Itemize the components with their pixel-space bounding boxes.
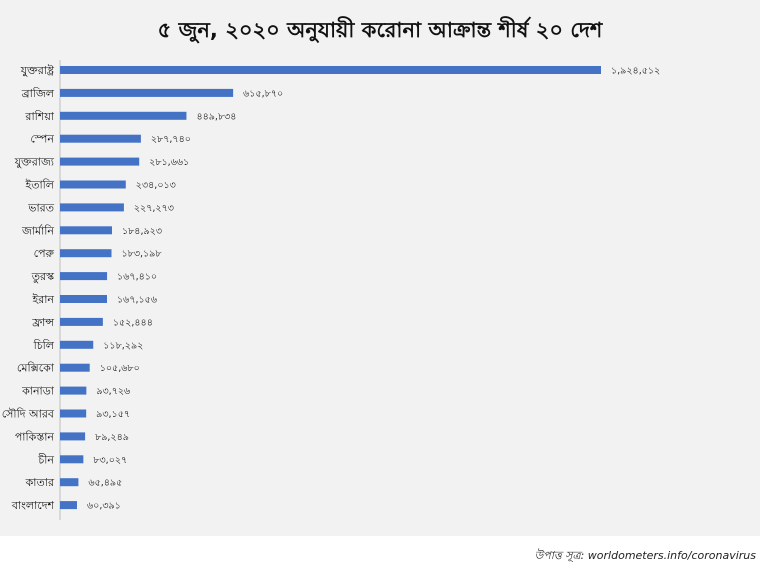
- data-label: ১৬৭,১৫৬: [117, 295, 158, 306]
- data-label: ২৮১,৬৬১: [149, 157, 189, 168]
- bar: [60, 157, 140, 166]
- bar-chart: যুক্তরাষ্ট্র ১,৯২৪,৫১২ ব্রাজিল ৬১৫,৮৭০ রাশিয…: [2, 60, 660, 520]
- category-label: স্পেন: [30, 133, 54, 146]
- bar: [60, 432, 86, 441]
- data-label: ১,৯২৪,৫১২: [611, 66, 660, 77]
- data-label: ১৮৪,৯২৩: [122, 226, 163, 237]
- category-label: রাশিয়া: [24, 110, 54, 123]
- data-label: ২২৭,২৭৩: [134, 203, 175, 214]
- bar: [60, 66, 601, 74]
- category-label: বাংলাদেশ: [11, 499, 55, 512]
- bar: [60, 295, 107, 303]
- category-label: তুরস্ক: [31, 270, 55, 283]
- bar: [60, 501, 77, 510]
- category-label: কাতার: [25, 476, 55, 489]
- chart-title: ৫ জুন, ২০২০ অনুযায়ী করোনা আক্রান্ত শীর্…: [157, 18, 603, 42]
- bar: [60, 134, 141, 143]
- category-label: মেক্সিকো: [17, 362, 55, 375]
- data-label: ১৬৭,৪১০: [117, 272, 157, 283]
- bar: [60, 249, 112, 258]
- data-label: ২৮৭,৭৪০: [151, 134, 191, 145]
- data-label: ১০৫,৬৮০: [100, 363, 140, 374]
- bar: [60, 455, 84, 464]
- category-label: ইরান: [31, 293, 54, 306]
- data-label: ১৮৩,১৯৮: [121, 249, 162, 260]
- category-label: চীন: [37, 453, 54, 466]
- category-label: কানাডা: [21, 385, 55, 398]
- data-label: ১১৮,২৯২: [103, 340, 143, 351]
- bar: [60, 111, 187, 120]
- data-label: ৯৩,১৫৭: [96, 409, 130, 420]
- category-label: জার্মানি: [21, 224, 54, 237]
- data-label: ১৫২,৪৪৪: [113, 317, 153, 328]
- bar: [60, 478, 79, 487]
- category-label: চিলি: [33, 339, 55, 352]
- data-label: ৮৯,২৪৯: [95, 432, 129, 443]
- category-label: ব্রাজিল: [21, 87, 55, 100]
- bar: [60, 88, 234, 97]
- bar: [60, 226, 112, 235]
- bar: [60, 272, 108, 281]
- data-label: ৮৩,০২৭: [93, 455, 127, 466]
- category-label: ইতালি: [24, 179, 54, 192]
- category-label: যুক্তরাষ্ট্র: [20, 64, 55, 77]
- data-label: ৬১৫,৮৭০: [243, 88, 283, 99]
- category-label: পাকিস্তান: [15, 430, 55, 443]
- category-label: ভারত: [27, 201, 54, 214]
- bar: [60, 409, 87, 418]
- bar: [60, 363, 90, 372]
- data-label: ৯৩,৭২৬: [96, 386, 131, 397]
- bar: [60, 203, 124, 212]
- data-label: ২৩৪,০১৩: [136, 180, 177, 191]
- category-label: পেরু: [34, 247, 55, 260]
- data-label: ৬৫,৪৯৫: [88, 478, 122, 489]
- bar: [60, 317, 103, 326]
- bar: [60, 386, 87, 395]
- data-label: ৬০,৩৯১: [87, 501, 121, 512]
- category-label: ফ্রান্স: [31, 316, 54, 329]
- data-source: উপাত্ত সূত্র: worldometers.info/coronavi…: [534, 549, 756, 562]
- category-label: যুক্তরাজ্য: [14, 156, 55, 169]
- data-label: ৪৪৯,৮৩৪: [196, 111, 236, 122]
- bar: [60, 180, 126, 189]
- category-label: সৌদি আরব: [2, 408, 55, 421]
- bar: [60, 340, 94, 349]
